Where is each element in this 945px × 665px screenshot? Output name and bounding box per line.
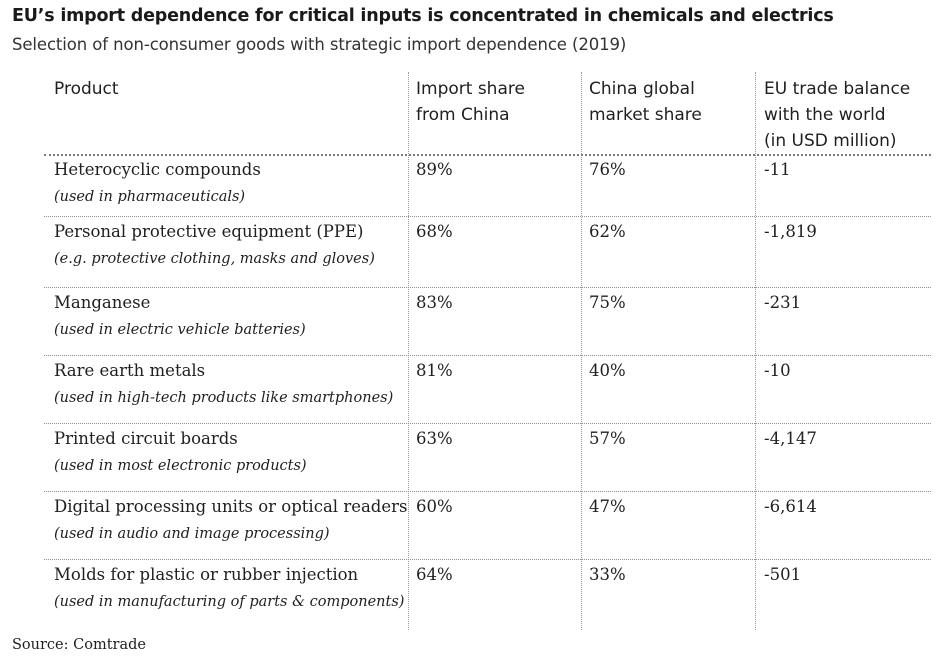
column-header: China global market share	[589, 79, 702, 125]
product-note: (used in electric vehicle batteries)	[54, 322, 306, 338]
import-share-value: 81%	[416, 361, 453, 380]
import-share-value: 64%	[416, 565, 453, 584]
column-divider	[755, 72, 756, 630]
import-share-value: 83%	[416, 293, 453, 312]
row-divider	[44, 287, 931, 288]
product-name: Printed circuit boards	[54, 429, 238, 448]
china-share-value: 75%	[589, 293, 626, 312]
product-name: Digital processing units or optical read…	[54, 497, 408, 516]
row-divider	[44, 423, 931, 424]
product-note: (e.g. protective clothing, masks and glo…	[54, 251, 375, 267]
data-table: Product Import share from China China glob…	[44, 72, 931, 632]
header-divider	[44, 154, 931, 156]
product-note: (used in most electronic products)	[54, 458, 307, 474]
trade-balance-value: -501	[764, 565, 802, 584]
china-share-value: 57%	[589, 429, 626, 448]
trade-balance-value: -4,147	[764, 429, 817, 448]
import-share-value: 89%	[416, 160, 453, 179]
product-note: (used in high-tech products like smartph…	[54, 390, 394, 406]
china-share-value: 62%	[589, 222, 626, 241]
row-divider	[44, 355, 931, 356]
row-divider	[44, 491, 931, 492]
import-share-value: 63%	[416, 429, 453, 448]
import-share-value: 60%	[416, 497, 453, 516]
trade-balance-value: -11	[764, 160, 791, 179]
product-note: (used in manufacturing of parts & compon…	[54, 594, 405, 610]
product-name: Personal protective equipment (PPE)	[54, 222, 364, 241]
chart-subtitle: Selection of non-consumer goods with str…	[12, 35, 627, 54]
china-share-value: 76%	[589, 160, 626, 179]
chart-title: EU’s import dependence for critical inpu…	[12, 6, 834, 26]
column-header: Import share from China	[416, 79, 525, 125]
product-note: (used in pharmaceuticals)	[54, 189, 246, 205]
china-share-value: 47%	[589, 497, 626, 516]
row-divider	[44, 216, 931, 217]
column-divider	[408, 72, 409, 630]
china-share-value: 40%	[589, 361, 626, 380]
column-header: EU trade balance with the world (in USD …	[764, 79, 911, 151]
product-name: Heterocyclic compounds	[54, 160, 261, 179]
trade-balance-value: -1,819	[764, 222, 817, 241]
import-share-value: 68%	[416, 222, 453, 241]
product-name: Rare earth metals	[54, 361, 206, 380]
trade-balance-value: -6,614	[764, 497, 817, 516]
trade-balance-value: -231	[764, 293, 802, 312]
trade-balance-value: -10	[764, 361, 791, 380]
source-note: Source: Comtrade	[12, 637, 146, 653]
product-name: Manganese	[54, 293, 151, 312]
column-divider	[581, 72, 582, 630]
china-share-value: 33%	[589, 565, 626, 584]
product-name: Molds for plastic or rubber injection	[54, 565, 359, 584]
row-divider	[44, 559, 931, 560]
product-note: (used in audio and image processing)	[54, 526, 330, 542]
column-header: Product	[54, 79, 119, 99]
